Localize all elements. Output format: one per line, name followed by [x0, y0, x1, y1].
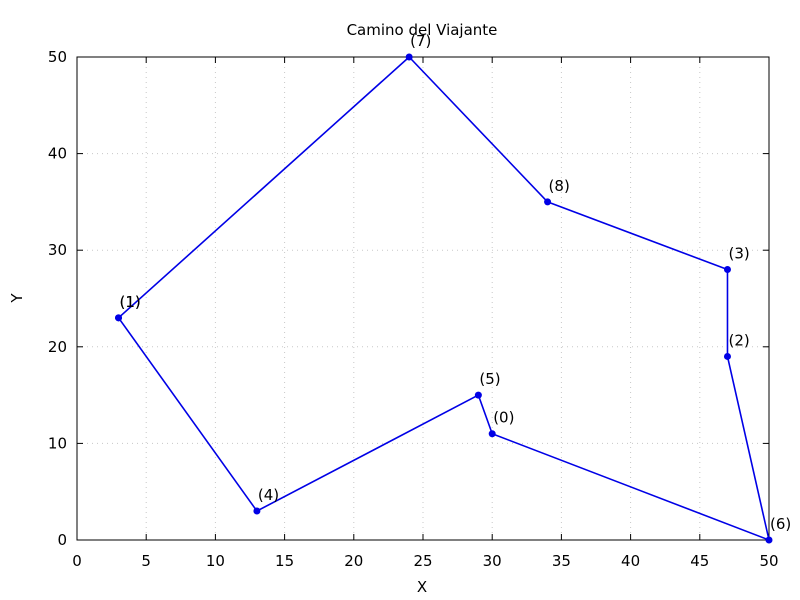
y-tick-label: 10 [48, 434, 67, 452]
x-tick-label: 10 [206, 552, 225, 570]
grid [77, 57, 769, 540]
route-point [115, 314, 123, 322]
axis-ticks: 0 5 10 15 20 25 30 35 40 45 50 0 10 20 30 40 50 [48, 48, 779, 570]
chart-title: Camino del Viajante [347, 21, 498, 39]
point-label: (0) [493, 409, 514, 427]
x-tick-label: 25 [413, 552, 432, 570]
route-segment [726, 356, 770, 541]
route-point [765, 536, 773, 544]
y-tick-label: 50 [48, 48, 67, 66]
x-tick-label: 5 [141, 552, 151, 570]
point-label: (1) [120, 293, 141, 311]
x-tick-label: 35 [552, 552, 571, 570]
y-tick-label: 0 [57, 531, 67, 549]
y-tick-label: 30 [48, 241, 67, 259]
route-segment [117, 317, 258, 512]
route-point [544, 198, 552, 206]
x-axis-label: X [417, 578, 427, 596]
y-tick-label: 40 [48, 145, 67, 163]
route-segment [477, 394, 493, 435]
route-point [723, 352, 731, 360]
point-label: (7) [410, 32, 431, 50]
route-point [474, 391, 482, 399]
route-segment [256, 394, 479, 512]
point-label: (1) [120, 293, 141, 311]
x-tick-label: 45 [690, 552, 709, 570]
x-tick-label: 15 [275, 552, 294, 570]
route-point [488, 430, 496, 438]
x-tick-label: 20 [344, 552, 363, 570]
route-segment [408, 56, 549, 203]
point-labels: (1)(7)(8)(3)(2)(6)(0)(5)(4)(1) [120, 32, 792, 533]
y-axis-label: Y [8, 293, 26, 304]
route-segment [547, 201, 728, 271]
route-point [405, 53, 413, 61]
route-segment [491, 432, 770, 541]
point-label: (4) [258, 486, 279, 504]
x-tick-label: 40 [621, 552, 640, 570]
y-tick-label: 20 [48, 338, 67, 356]
point-label: (8) [549, 177, 570, 195]
point-label: (6) [770, 515, 791, 533]
x-tick-label: 50 [759, 552, 778, 570]
point-label: (2) [728, 331, 749, 349]
route-point [723, 266, 731, 274]
point-label: (5) [479, 370, 500, 388]
route-point [253, 507, 261, 515]
point-label: (3) [728, 245, 749, 263]
route-segment [117, 56, 410, 319]
route-lines [117, 56, 770, 541]
x-tick-label: 30 [483, 552, 502, 570]
route-points [115, 53, 773, 544]
x-tick-label: 0 [72, 552, 82, 570]
